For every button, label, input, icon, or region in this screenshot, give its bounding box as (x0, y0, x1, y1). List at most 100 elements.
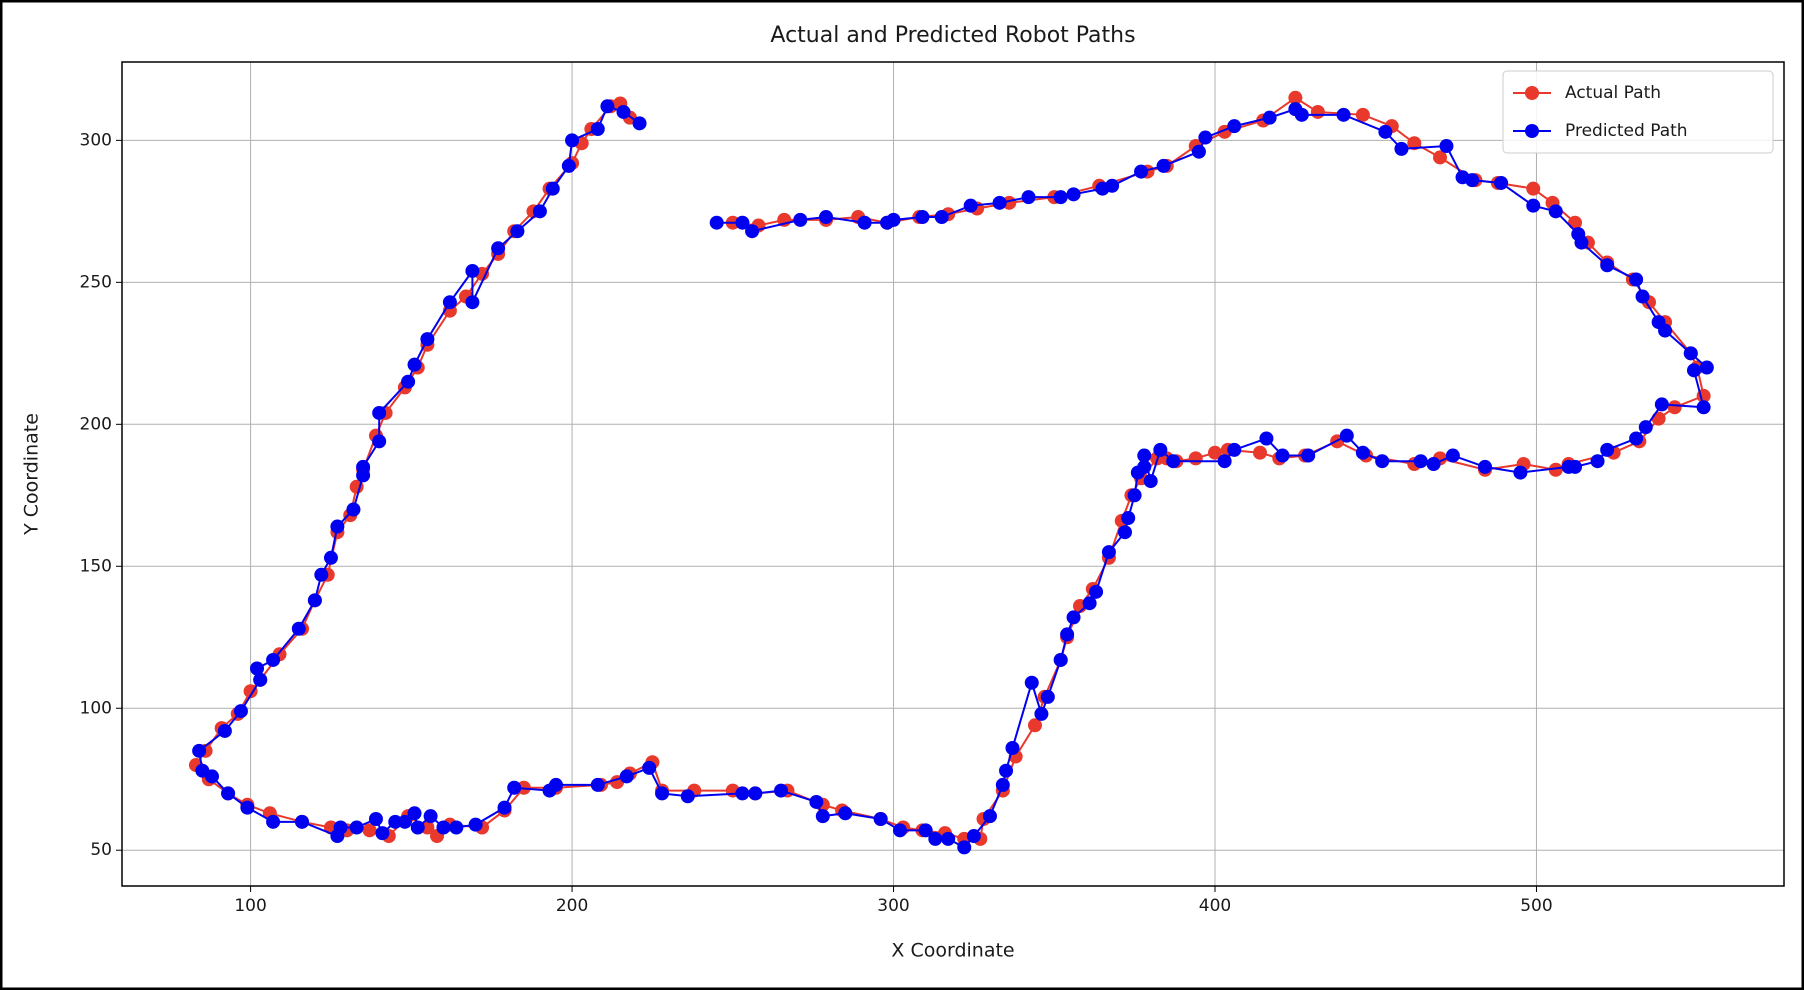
point (1188, 451, 1203, 466)
point (1310, 104, 1325, 119)
point (857, 215, 872, 230)
point (793, 212, 808, 227)
point (401, 374, 416, 389)
point (1526, 181, 1541, 196)
point (819, 210, 834, 225)
point (1082, 596, 1097, 611)
legend-marker (1525, 124, 1539, 138)
point (1127, 488, 1142, 503)
point (192, 743, 207, 758)
point (709, 215, 724, 230)
point (407, 357, 422, 372)
point (1568, 459, 1583, 474)
point (928, 831, 943, 846)
point (1548, 204, 1563, 219)
point (346, 502, 361, 517)
point (510, 224, 525, 239)
point (590, 777, 605, 792)
point (330, 519, 345, 534)
point (1439, 139, 1454, 154)
point (1005, 741, 1020, 756)
point (1121, 511, 1136, 526)
point (1426, 457, 1441, 472)
point (1275, 448, 1290, 463)
point (1339, 428, 1354, 443)
point (1134, 164, 1149, 179)
point (941, 831, 956, 846)
point (1060, 627, 1075, 642)
x-axis-label: X Coordinate (891, 940, 1014, 962)
legend-label: Predicted Path (1565, 121, 1688, 141)
point (1513, 465, 1528, 480)
legend-label: Actual Path (1565, 83, 1661, 103)
point (1253, 445, 1268, 460)
point (1089, 584, 1104, 599)
point (815, 809, 830, 824)
legend: Actual Path Predicted Path (1502, 70, 1774, 154)
point (1191, 144, 1206, 159)
point (349, 820, 364, 835)
point (266, 652, 281, 667)
y-tick-label: 100 (80, 698, 112, 718)
point (966, 829, 981, 844)
point (1095, 181, 1110, 196)
point (221, 786, 236, 801)
x-tick-label: 500 (1520, 896, 1552, 916)
point (491, 241, 506, 256)
point (1478, 459, 1493, 474)
point (507, 780, 522, 795)
y-tick-label: 50 (90, 840, 112, 860)
point (420, 820, 435, 835)
point (735, 786, 750, 801)
point (1651, 315, 1666, 330)
point (1137, 459, 1152, 474)
plot-frame (121, 61, 1785, 887)
point (1166, 454, 1181, 469)
point (333, 820, 348, 835)
chart-title: Actual and Predicted Robot Paths (770, 23, 1135, 48)
point (465, 295, 480, 310)
point (748, 786, 763, 801)
point (1066, 187, 1081, 202)
point (407, 806, 422, 821)
y-tick-label: 300 (80, 130, 112, 150)
point (1227, 442, 1242, 457)
point (774, 783, 789, 798)
point (918, 823, 933, 838)
point (1686, 363, 1701, 378)
legend-marker (1525, 86, 1539, 100)
point (388, 814, 403, 829)
point (266, 814, 281, 829)
point (1526, 198, 1541, 213)
point (1699, 360, 1714, 375)
point (307, 593, 322, 608)
y-tick-label: 150 (80, 556, 112, 576)
point (465, 263, 480, 278)
series-line (198, 105, 1709, 849)
point (873, 811, 888, 826)
point (1654, 397, 1669, 412)
point (291, 621, 306, 636)
point (1445, 448, 1460, 463)
point (372, 434, 387, 449)
y-tick-label: 200 (80, 414, 112, 434)
point (1259, 431, 1274, 446)
point (1198, 130, 1213, 145)
point (420, 332, 435, 347)
point (1117, 525, 1132, 540)
point (205, 769, 220, 784)
point (1066, 610, 1081, 625)
point (1629, 431, 1644, 446)
point (1355, 445, 1370, 460)
point (1667, 400, 1682, 415)
y-tick-label: 250 (80, 272, 112, 292)
point (680, 789, 695, 804)
point (1217, 454, 1232, 469)
point (934, 210, 949, 225)
point (1137, 448, 1152, 463)
point (1143, 474, 1158, 489)
x-tick-label: 300 (877, 896, 909, 916)
point (957, 840, 972, 855)
point (1494, 175, 1509, 190)
point (372, 405, 387, 420)
